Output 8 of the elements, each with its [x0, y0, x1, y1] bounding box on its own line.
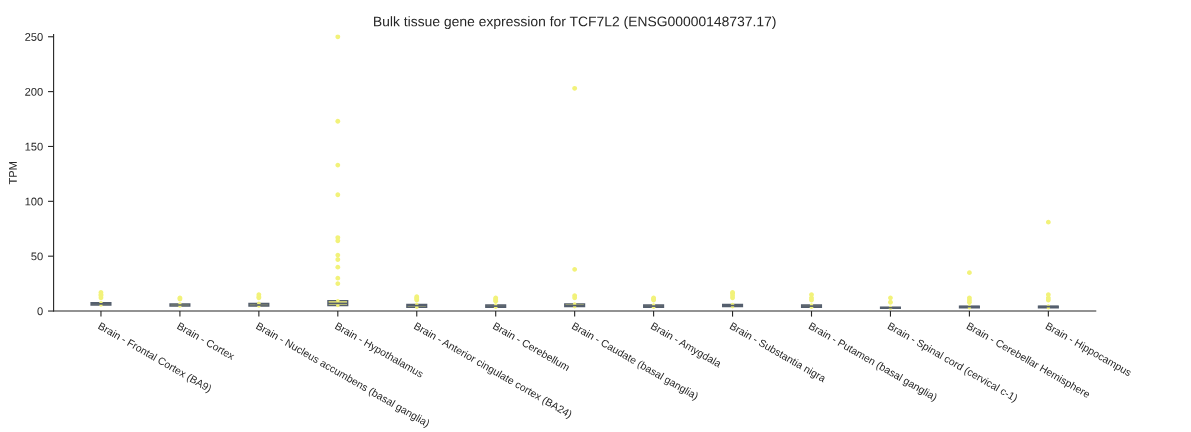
- chart-title: Bulk tissue gene expression for TCF7L2 (ENSG00000148737.17): [374, 16, 776, 30]
- y-tick-label: 100: [25, 197, 43, 206]
- y-tick-label: 250: [25, 33, 43, 41]
- y-tick-label: 200: [25, 87, 43, 96]
- y-axis-title: TPM: [9, 161, 17, 185]
- y-tick-label: 0: [37, 307, 43, 316]
- y-tick-label: 150: [25, 142, 43, 151]
- y-tick-label: 50: [31, 252, 43, 261]
